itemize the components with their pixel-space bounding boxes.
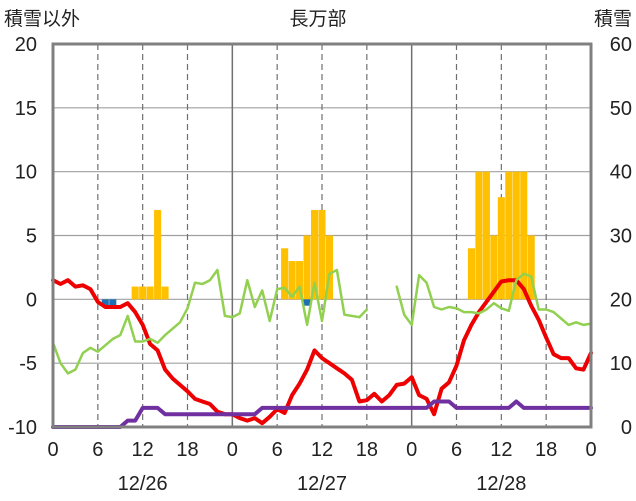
bar xyxy=(303,235,311,300)
red-line-series xyxy=(51,278,593,426)
bar xyxy=(131,286,139,300)
purple-line-series xyxy=(51,399,593,429)
right-tick-label: 30 xyxy=(610,226,632,248)
left-tick-label: -10 xyxy=(8,417,37,439)
bar xyxy=(154,209,162,300)
x-tick-label: 12 xyxy=(132,439,154,461)
bar xyxy=(281,248,289,300)
axis-labels: 積雪以外 長万部 積雪 xyxy=(4,8,632,30)
bar xyxy=(318,209,326,300)
bar xyxy=(527,235,535,300)
bar xyxy=(139,286,147,300)
bar xyxy=(161,286,169,300)
bar xyxy=(497,197,505,300)
left-tick-label: 20 xyxy=(15,34,37,56)
x-tick-label: 6 xyxy=(451,439,462,461)
x-tick-label: 12 xyxy=(490,439,512,461)
x-tick-label: 12 xyxy=(311,439,333,461)
line-series xyxy=(51,268,593,429)
bar xyxy=(512,171,520,300)
x-tick-label: 0 xyxy=(585,439,596,461)
right-tick-label: 60 xyxy=(610,34,632,56)
chart-title: 長万部 xyxy=(289,8,346,30)
left-axis-label: 積雪以外 xyxy=(4,8,80,30)
right-tick-label: 20 xyxy=(610,289,632,311)
left-tick-label: 10 xyxy=(15,162,37,184)
x-tick-label: 18 xyxy=(356,439,378,461)
bar xyxy=(101,299,109,306)
x-tick-label: 0 xyxy=(406,439,417,461)
green-line-series xyxy=(395,272,593,327)
bar xyxy=(467,248,475,300)
bar xyxy=(520,171,528,300)
bar xyxy=(288,261,296,300)
bar xyxy=(325,235,334,300)
bar xyxy=(482,171,490,300)
left-tick-label: 5 xyxy=(26,226,37,248)
x-tick-label: 18 xyxy=(176,439,198,461)
date-label: 12/27 xyxy=(297,473,347,495)
right-tick-label: 0 xyxy=(621,417,632,439)
green-line-series xyxy=(51,268,369,375)
right-tick-label: 40 xyxy=(610,162,632,184)
bar xyxy=(310,209,319,300)
bar xyxy=(475,171,483,300)
bar xyxy=(146,286,154,300)
date-label: 12/28 xyxy=(476,473,526,495)
left-tick-label: -5 xyxy=(19,353,37,375)
left-tick-label: 0 xyxy=(26,289,37,311)
bar-series xyxy=(101,171,535,306)
x-tick-label: 0 xyxy=(227,439,238,461)
left-tick-label: 15 xyxy=(15,98,37,120)
bar xyxy=(505,171,513,300)
right-axis-label: 積雪 xyxy=(594,8,632,30)
bar xyxy=(490,235,498,300)
x-tick-label: 6 xyxy=(272,439,283,461)
right-tick-label: 10 xyxy=(610,353,632,375)
plot-frame xyxy=(51,42,593,429)
x-tick-label: 18 xyxy=(535,439,557,461)
gridlines xyxy=(53,44,591,427)
bar xyxy=(296,261,304,300)
date-label: 12/26 xyxy=(118,473,168,495)
x-tick-label: 0 xyxy=(47,439,58,461)
right-tick-label: 50 xyxy=(610,98,632,120)
x-tick-label: 6 xyxy=(92,439,103,461)
bar xyxy=(303,299,311,306)
bar xyxy=(109,299,117,306)
